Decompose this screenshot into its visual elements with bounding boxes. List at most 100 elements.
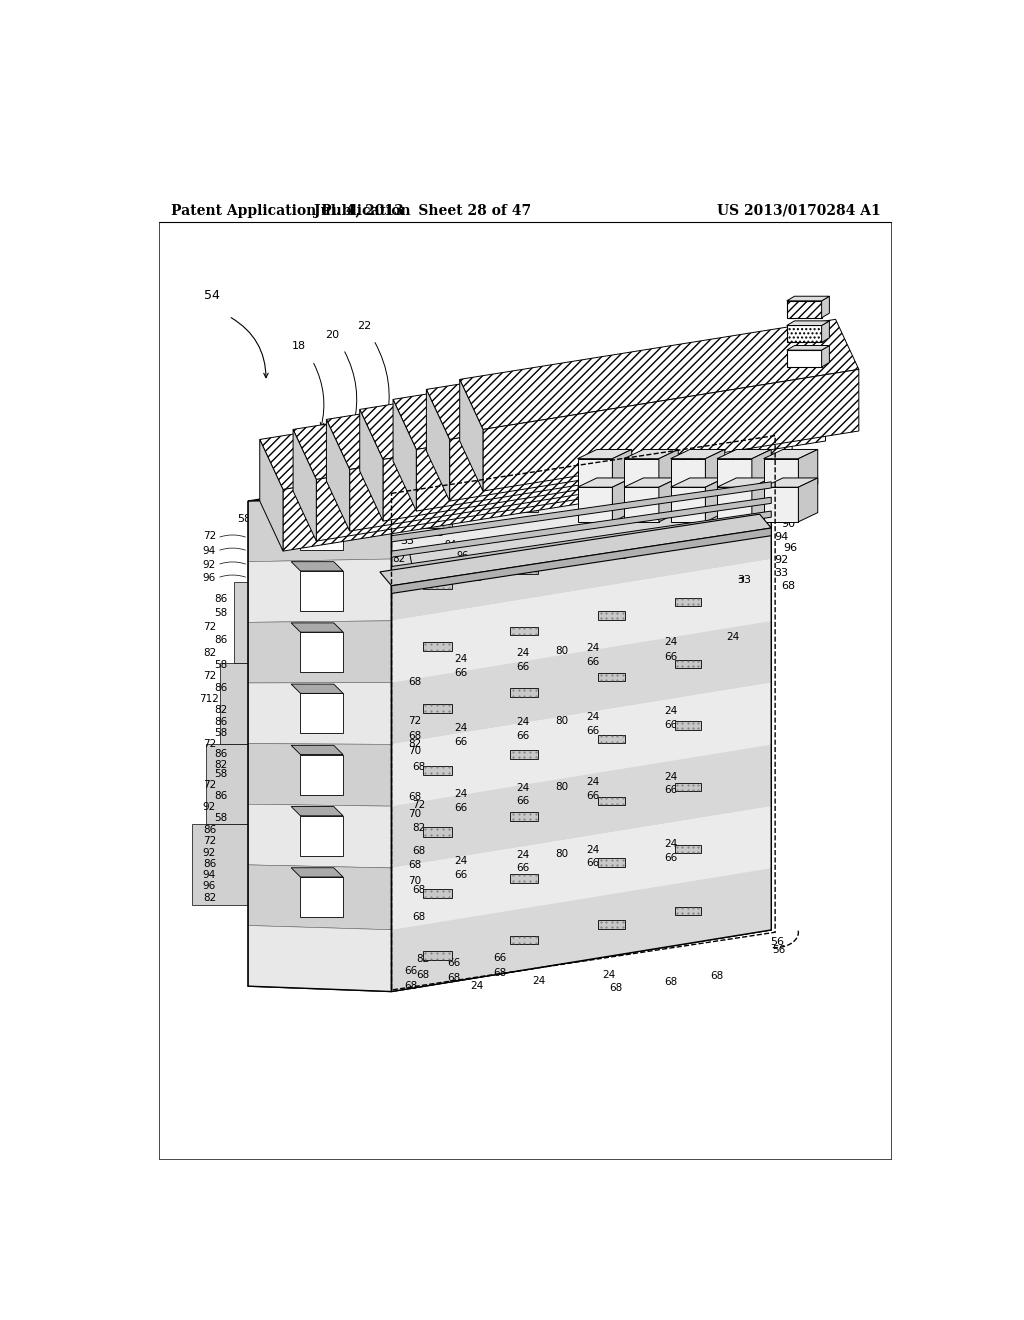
Text: 712: 712 — [200, 694, 219, 704]
Text: 68: 68 — [412, 762, 425, 772]
Polygon shape — [300, 876, 343, 917]
Polygon shape — [291, 562, 343, 572]
Polygon shape — [260, 379, 658, 490]
Text: 96: 96 — [203, 880, 216, 891]
Polygon shape — [391, 436, 771, 991]
Polygon shape — [624, 478, 678, 487]
Polygon shape — [786, 296, 829, 301]
Polygon shape — [383, 400, 759, 521]
Polygon shape — [423, 519, 452, 528]
Polygon shape — [578, 478, 632, 487]
Text: 62: 62 — [337, 480, 350, 491]
Text: 56: 56 — [770, 937, 784, 948]
Text: 92: 92 — [203, 847, 216, 858]
Text: 57: 57 — [355, 442, 369, 453]
Polygon shape — [193, 825, 248, 906]
Text: 96: 96 — [457, 550, 469, 561]
Text: 70: 70 — [409, 875, 421, 886]
Text: 24: 24 — [587, 777, 600, 787]
Polygon shape — [349, 409, 726, 531]
Polygon shape — [598, 487, 626, 496]
Polygon shape — [391, 807, 771, 929]
Polygon shape — [717, 478, 771, 487]
Text: 24: 24 — [664, 706, 677, 717]
Text: 86: 86 — [214, 791, 227, 801]
Text: 24: 24 — [517, 717, 529, 727]
Polygon shape — [598, 549, 626, 558]
Text: 68: 68 — [416, 970, 429, 979]
Text: 68: 68 — [711, 972, 724, 981]
Text: 68: 68 — [409, 861, 421, 870]
Polygon shape — [598, 673, 626, 681]
Text: 54: 54 — [204, 289, 219, 302]
Polygon shape — [578, 449, 632, 459]
Text: 82: 82 — [203, 892, 216, 903]
Text: 72: 72 — [203, 739, 216, 748]
Text: 72: 72 — [298, 643, 311, 652]
Text: 82: 82 — [203, 648, 216, 657]
Text: 66: 66 — [587, 791, 600, 801]
Polygon shape — [220, 663, 248, 743]
Polygon shape — [510, 689, 539, 697]
Polygon shape — [426, 389, 450, 502]
Text: 68: 68 — [409, 677, 421, 686]
Polygon shape — [423, 952, 452, 960]
Polygon shape — [391, 482, 771, 543]
Text: 58: 58 — [471, 573, 483, 583]
Polygon shape — [675, 474, 700, 482]
Text: 82: 82 — [299, 531, 311, 541]
Polygon shape — [234, 582, 248, 663]
Text: 58: 58 — [299, 546, 311, 556]
Polygon shape — [821, 321, 829, 342]
Text: 82: 82 — [416, 954, 429, 964]
Text: 66: 66 — [517, 863, 529, 874]
Text: 72: 72 — [203, 780, 216, 791]
Polygon shape — [300, 510, 343, 549]
Polygon shape — [426, 330, 825, 440]
Polygon shape — [354, 635, 391, 702]
Text: 82: 82 — [376, 622, 389, 631]
Text: 24: 24 — [587, 845, 600, 855]
Polygon shape — [391, 498, 771, 557]
Polygon shape — [391, 436, 771, 558]
Text: 68: 68 — [494, 968, 507, 978]
Text: 96: 96 — [203, 573, 216, 583]
Text: 68: 68 — [664, 977, 677, 987]
Polygon shape — [336, 702, 391, 768]
Text: 33: 33 — [737, 576, 752, 585]
Text: 66: 66 — [517, 661, 529, 672]
Polygon shape — [675, 722, 700, 730]
Text: 92: 92 — [432, 528, 444, 539]
Text: 58: 58 — [238, 513, 251, 524]
Polygon shape — [483, 370, 859, 491]
Text: 24: 24 — [455, 788, 468, 799]
Polygon shape — [391, 620, 771, 744]
Polygon shape — [675, 536, 700, 544]
Text: 72: 72 — [203, 622, 216, 631]
Text: 86: 86 — [214, 635, 227, 644]
Text: 66: 66 — [446, 958, 460, 968]
Text: 82: 82 — [306, 888, 319, 899]
Text: 68: 68 — [609, 983, 623, 994]
Polygon shape — [612, 478, 632, 521]
Polygon shape — [391, 869, 771, 991]
Text: 57: 57 — [387, 433, 401, 444]
Text: 68: 68 — [409, 792, 421, 803]
Text: 94: 94 — [203, 870, 216, 879]
Text: 68: 68 — [446, 973, 460, 983]
Text: 58: 58 — [587, 552, 599, 561]
Text: 66: 66 — [404, 966, 418, 975]
Text: 56: 56 — [772, 945, 785, 954]
Text: 68: 68 — [412, 884, 425, 895]
Polygon shape — [327, 359, 726, 470]
Text: 58: 58 — [299, 828, 311, 837]
Text: 66: 66 — [517, 731, 529, 741]
Text: 24: 24 — [532, 975, 546, 986]
Polygon shape — [380, 515, 771, 586]
Polygon shape — [671, 478, 725, 487]
Polygon shape — [752, 449, 771, 494]
Polygon shape — [248, 865, 391, 929]
Text: 22: 22 — [357, 321, 372, 331]
Polygon shape — [598, 920, 626, 929]
Polygon shape — [510, 565, 539, 574]
